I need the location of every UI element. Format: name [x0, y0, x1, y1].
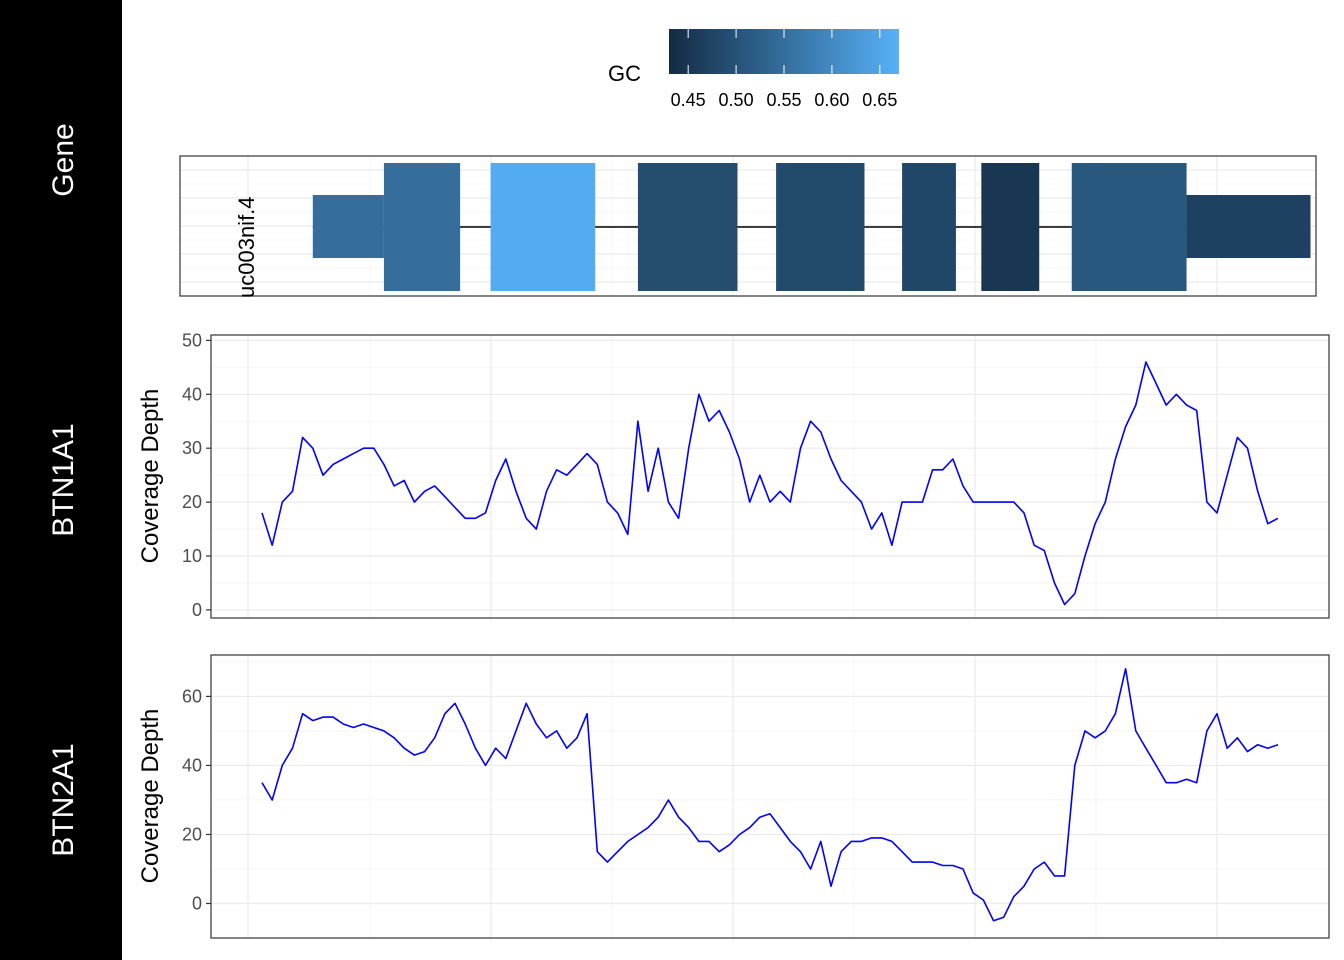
ytick-label: 30 — [182, 438, 202, 458]
ytick-label: 0 — [192, 893, 202, 913]
gc-legend-ticks: 0.45 0.50 0.55 0.60 0.65 — [671, 29, 897, 110]
yaxis-btn2a1: 0 20 40 60 — [182, 686, 211, 913]
legend-tick-label: 0.50 — [719, 90, 754, 110]
coverage-line-btn1a1 — [261, 361, 1279, 606]
exon-5 — [776, 163, 865, 291]
panel-btn1a1-border — [210, 334, 1330, 619]
exon-6 — [902, 163, 956, 291]
ytick-label: 10 — [182, 546, 202, 566]
ytick-label: 20 — [182, 824, 202, 844]
strip-gene-label: Gene — [47, 123, 80, 196]
gc-legend-title: GC — [608, 61, 641, 86]
ytick-label: 40 — [182, 384, 202, 404]
panel-background — [211, 655, 1329, 938]
exon-7 — [981, 163, 1040, 291]
ytick-label: 0 — [192, 600, 202, 620]
yaxis-btn1a1: 0 10 20 30 40 50 — [182, 330, 211, 620]
strip-btn2a1-label: BTN2A1 — [47, 743, 80, 856]
coverage-line-btn2a1 — [261, 668, 1279, 922]
strip-btn1a1: BTN1A1 — [0, 320, 122, 640]
strip-btn2a1: BTN2A1 — [0, 640, 122, 960]
transcript-label: uc003nif.4 — [234, 196, 259, 298]
panel-background — [211, 335, 1329, 618]
gc-legend: GC 0.45 0.50 0.55 0.60 0.65 — [608, 29, 899, 110]
gene-panel: uc003nif.4 — [179, 155, 1317, 298]
ytick-label: 40 — [182, 755, 202, 775]
ytick-label: 60 — [182, 686, 202, 706]
coverage-panel-btn2a1: 0 20 40 60 Coverage Depth — [137, 654, 1330, 939]
exon-3 — [490, 163, 596, 291]
legend-tick-label: 0.55 — [766, 90, 801, 110]
coverage-panel-btn1a1: 0 10 20 30 40 50 Coverage Depth — [137, 330, 1330, 620]
ylabel-btn2a1: Coverage Depth — [137, 709, 164, 884]
ytick-label: 50 — [182, 330, 202, 350]
ylabel-btn1a1: Coverage Depth — [137, 389, 164, 564]
exon-2 — [383, 163, 461, 291]
exon-4 — [637, 163, 738, 291]
strip-gene: Gene — [0, 0, 122, 320]
ytick-label: 20 — [182, 492, 202, 512]
legend-tick-label: 0.65 — [862, 90, 897, 110]
exon-8 — [1071, 163, 1187, 291]
legend-tick-label: 0.60 — [814, 90, 849, 110]
strip-btn1a1-label: BTN1A1 — [47, 423, 80, 536]
gene-panel-border — [179, 155, 1317, 297]
exon-1 — [312, 195, 384, 258]
legend-tick-label: 0.45 — [671, 90, 706, 110]
exon-9 — [1186, 195, 1311, 258]
panel-btn2a1-border — [210, 654, 1330, 939]
